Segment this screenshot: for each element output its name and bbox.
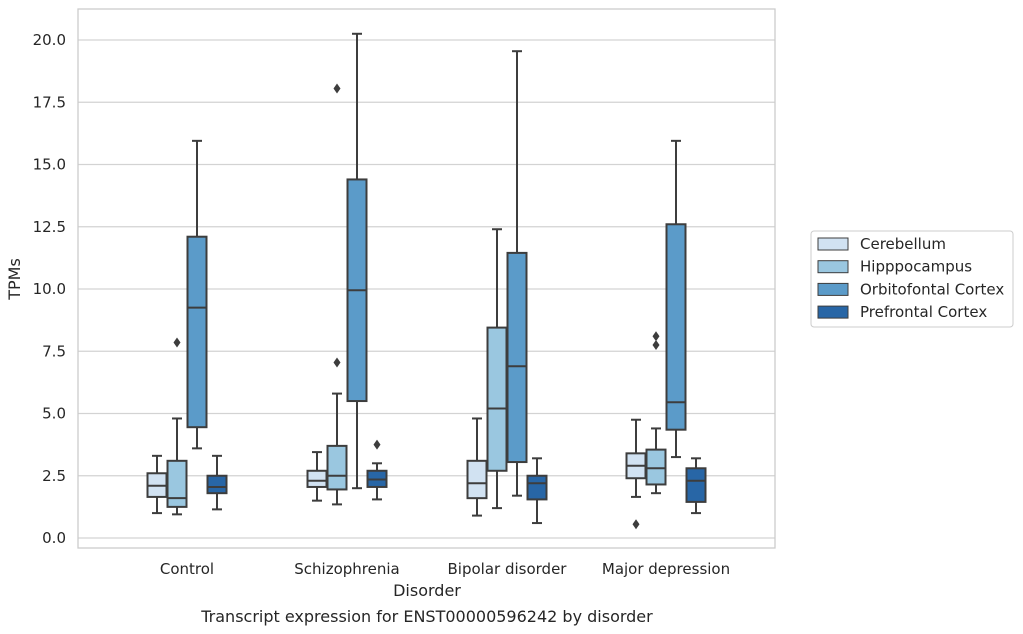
box-plot [306, 451, 328, 502]
x-tick-label: Bipolar disorder [448, 560, 568, 578]
y-tick-label: 10.0 [33, 280, 66, 298]
box-series [146, 32, 707, 530]
box-plot [346, 32, 368, 490]
series-orbitofontal-cortex [186, 32, 687, 497]
box-plot [645, 331, 667, 495]
outlier-point [652, 340, 660, 351]
series-hipppocampus [166, 83, 667, 516]
box-iqr [645, 448, 667, 486]
box-iqr [166, 459, 188, 508]
box-plot [625, 418, 647, 530]
box-iqr [665, 223, 687, 431]
x-tick-label: Schizophrenia [294, 560, 399, 578]
box-iqr [486, 326, 508, 472]
outlier-point [333, 83, 341, 94]
box-iqr [506, 251, 528, 464]
series-prefrontal-cortex [206, 439, 707, 525]
legend-label: Prefrontal Cortex [860, 303, 987, 321]
box-plot [186, 139, 208, 450]
box-plot [685, 457, 707, 515]
box-iqr [326, 444, 348, 491]
box-plot [466, 417, 488, 517]
box-iqr [685, 467, 707, 503]
legend-swatch [817, 237, 849, 251]
box-iqr [306, 469, 328, 488]
box-plot [146, 454, 168, 515]
y-tick-label: 0.0 [42, 529, 66, 547]
y-tick-label: 15.0 [33, 156, 66, 174]
x-tick-labels: Control Schizophrenia Bipolar disorder Majo… [160, 560, 730, 578]
x-axis-label: Disorder [393, 581, 461, 600]
x-tick-label: Control [160, 560, 214, 578]
box-plot [506, 50, 528, 497]
legend-swatch [817, 260, 849, 274]
outlier-point [333, 357, 341, 368]
series-cerebellum [146, 417, 647, 530]
chart-caption: Transcript expression for ENST0000059624… [200, 607, 653, 626]
outlier-point [632, 519, 640, 530]
y-axis-label: TPMs [5, 258, 24, 301]
y-tick-labels: 0.0 2.5 5.0 7.5 10.0 12.5 15.0 17.5 20.0 [33, 31, 66, 547]
box-plot [166, 337, 188, 516]
plot-area-frame [77, 8, 776, 549]
legend-frame [810, 230, 1014, 328]
x-tick-label: Major depression [602, 560, 730, 578]
legend-label: Cerebellum [860, 235, 946, 253]
outlier-point [652, 331, 660, 342]
outlier-point [373, 439, 381, 450]
box-iqr [526, 474, 548, 501]
legend-swatch [817, 282, 849, 296]
y-tick-label: 7.5 [42, 342, 66, 360]
box-plot [486, 228, 508, 510]
y-tick-label: 20.0 [33, 31, 66, 49]
legend-items: Cerebellum Hipppocampus Orbitofontal Corte… [817, 235, 1004, 321]
box-plot [366, 439, 388, 501]
y-tick-label: 12.5 [33, 218, 66, 236]
legend: Cerebellum Hipppocampus Orbitofontal Corte… [810, 230, 1014, 328]
legend-label: Orbitofontal Cortex [860, 280, 1004, 298]
box-plot [665, 139, 687, 459]
y-tick-label: 5.0 [42, 405, 66, 423]
box-iqr [206, 474, 228, 495]
legend-swatch [817, 305, 849, 319]
box-plot [526, 457, 548, 525]
outlier-point [173, 337, 181, 348]
box-plot [206, 454, 228, 511]
box-iqr [466, 459, 488, 500]
box-iqr [186, 235, 208, 429]
legend-label: Hipppocampus [860, 258, 972, 276]
y-tick-label: 2.5 [42, 467, 66, 485]
box-plot [326, 83, 348, 506]
y-tick-label: 17.5 [33, 93, 66, 111]
